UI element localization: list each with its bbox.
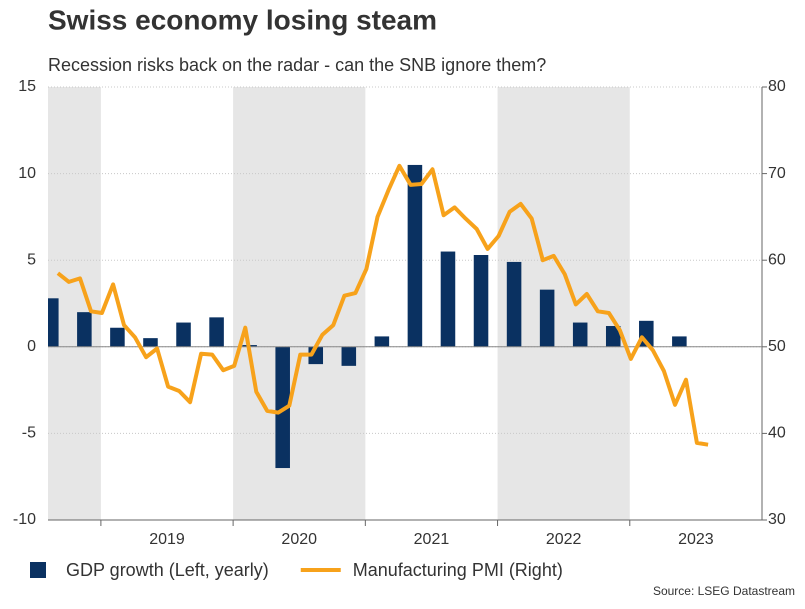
year-shading	[233, 87, 366, 520]
bar	[407, 164, 423, 347]
legend-label: Manufacturing PMI (Right)	[353, 560, 563, 580]
bar	[506, 261, 522, 347]
chart-title: Swiss economy losing steam	[48, 4, 437, 35]
bar	[539, 289, 555, 347]
bar	[143, 338, 158, 347]
x-tick-label: 2019	[149, 531, 185, 548]
y-tick-label: 5	[27, 251, 36, 268]
x-tick-label: 2023	[678, 531, 714, 548]
y-tick-label: 0	[27, 338, 36, 355]
source: Source: LSEG Datastream	[653, 584, 795, 598]
bar	[48, 298, 59, 347]
legend-label: GDP growth (Left, yearly)	[66, 560, 269, 580]
bar	[605, 326, 621, 347]
y-tick-label: 10	[18, 165, 36, 182]
bar	[374, 336, 390, 347]
y2-tick-label: 60	[768, 251, 786, 268]
chart-subtitle: Recession risks back on the radar - can …	[48, 55, 546, 75]
bar	[672, 336, 687, 347]
y-tick-label: -5	[22, 425, 36, 442]
bar	[275, 346, 290, 469]
x-tick-label: 2021	[414, 531, 450, 548]
bar	[341, 346, 357, 366]
bar	[209, 317, 224, 347]
y2-tick-label: 50	[768, 338, 786, 355]
bar	[473, 255, 489, 347]
y-tick-label: -10	[13, 511, 36, 528]
bar	[572, 322, 588, 347]
bar	[440, 251, 456, 347]
y2-tick-label: 70	[768, 165, 786, 182]
x-tick-label: 2022	[546, 531, 582, 548]
bar	[110, 327, 125, 347]
x-tick-label: 2020	[281, 531, 317, 548]
legend-swatch	[30, 562, 46, 578]
pmi-line	[56, 163, 709, 447]
bar	[176, 322, 191, 347]
y2-tick-label: 80	[768, 78, 786, 95]
bar	[77, 312, 92, 347]
y-tick-label: 15	[18, 78, 36, 95]
y2-tick-label: 30	[768, 511, 786, 528]
y2-tick-label: 40	[768, 425, 786, 442]
